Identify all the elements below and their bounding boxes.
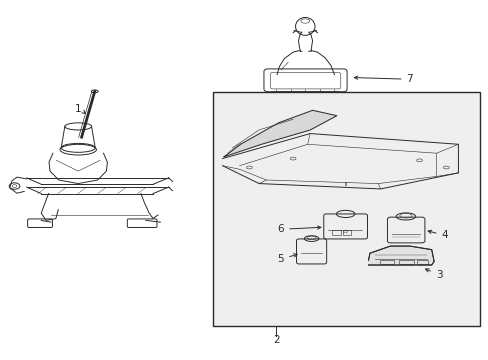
Bar xyxy=(379,260,393,264)
Text: 1: 1 xyxy=(75,104,85,113)
Text: 7: 7 xyxy=(354,74,412,84)
Text: 6: 6 xyxy=(277,224,320,234)
Text: 2: 2 xyxy=(272,335,279,345)
Bar xyxy=(342,230,351,235)
Text: II: II xyxy=(344,182,347,187)
Text: 3: 3 xyxy=(425,269,442,280)
Text: 5: 5 xyxy=(277,254,297,264)
Text: 4: 4 xyxy=(427,230,447,240)
Bar xyxy=(398,260,413,264)
Bar xyxy=(331,230,340,235)
Polygon shape xyxy=(368,246,433,265)
Bar xyxy=(416,260,427,264)
Polygon shape xyxy=(224,111,336,157)
Bar xyxy=(213,93,479,327)
